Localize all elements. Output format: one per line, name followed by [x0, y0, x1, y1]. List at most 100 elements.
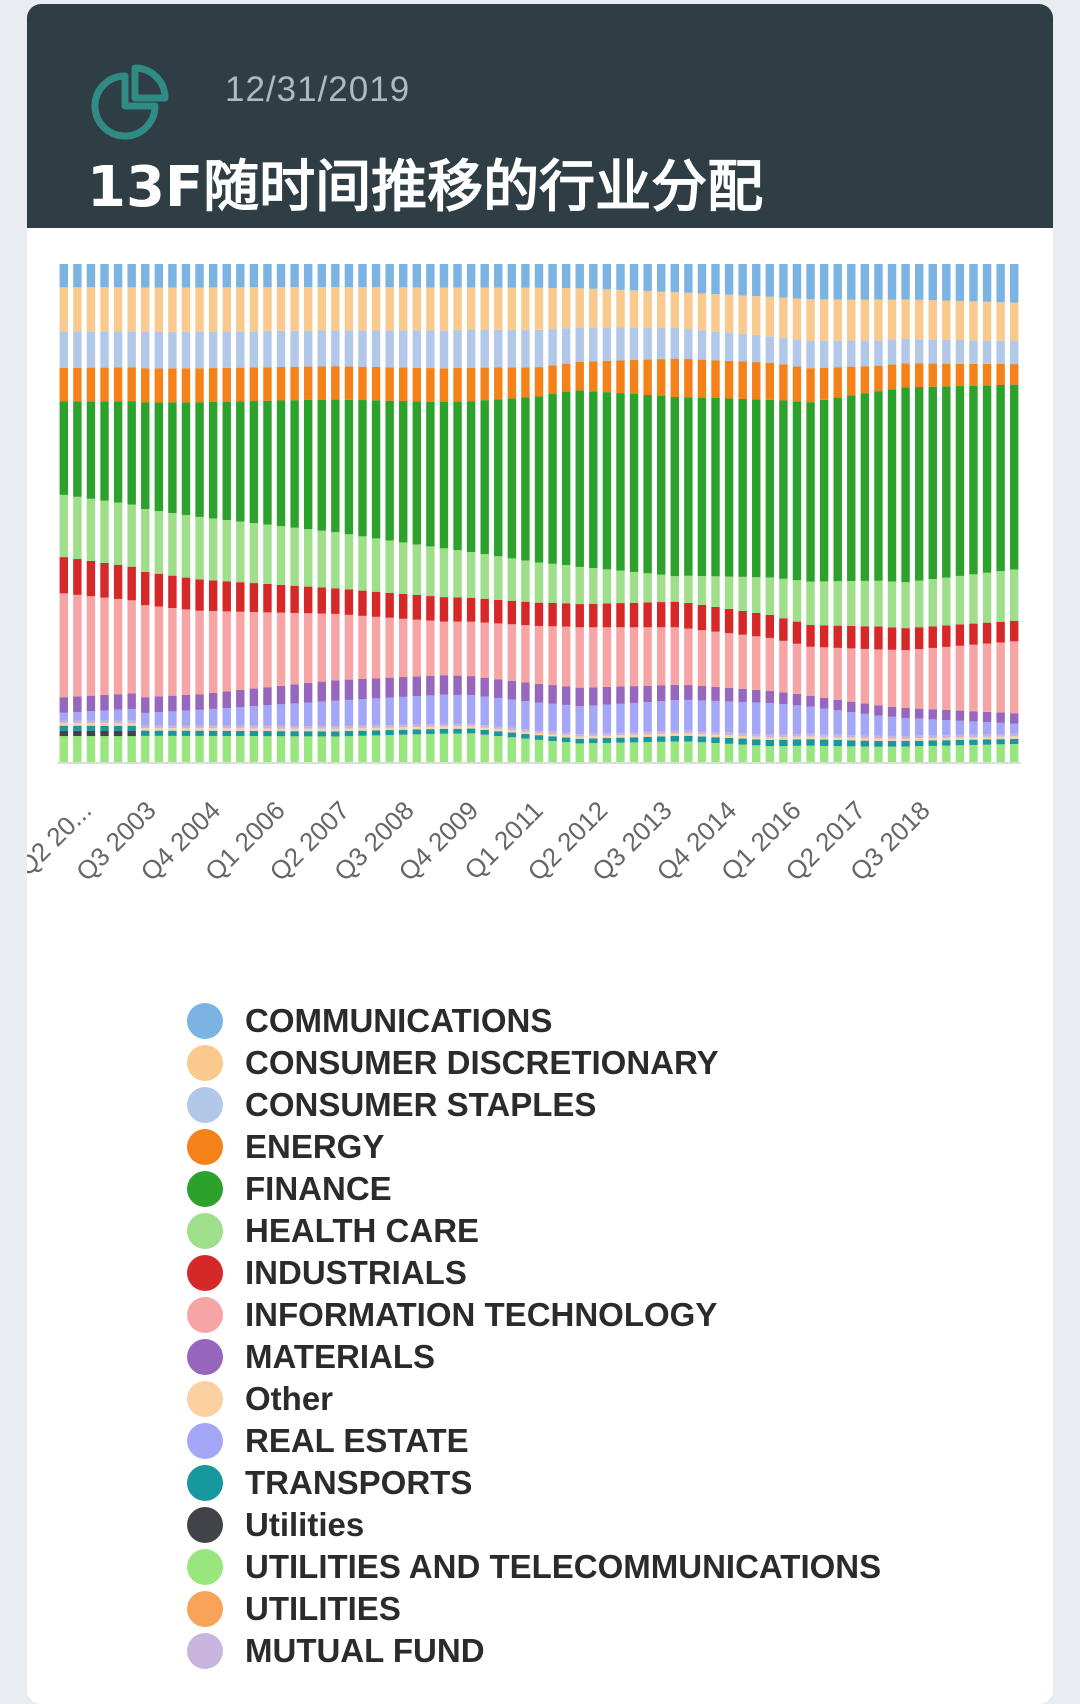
bar-segment-transports[interactable] — [860, 740, 870, 747]
bar-segment-health-care[interactable] — [208, 518, 218, 581]
bar-segment-materials[interactable] — [521, 682, 530, 702]
bar-segment-finance[interactable] — [969, 385, 978, 575]
bar-segment-other[interactable] — [792, 736, 802, 740]
bar-segment-real-estate[interactable] — [779, 704, 788, 735]
bar-segment-utilities[interactable] — [59, 730, 68, 737]
bar-segment-industrials[interactable] — [439, 597, 449, 622]
bar-segment-transports[interactable] — [385, 730, 394, 736]
bar-segment-utilities-and-telecommunications[interactable] — [643, 742, 652, 762]
bar-segment-consumer-staples[interactable] — [901, 338, 910, 364]
bar-segment-mutual-fund[interactable] — [344, 725, 354, 729]
bar-segment-utilities-and-telecommunications[interactable] — [113, 736, 123, 762]
bar-segment-materials[interactable] — [602, 686, 612, 705]
bar-segment-industrials[interactable] — [494, 599, 503, 624]
bar-segment-utilities-and-telecommunications[interactable] — [901, 746, 910, 762]
bar-segment-energy[interactable] — [860, 366, 870, 394]
bar-segment-health-care[interactable] — [629, 571, 639, 603]
bar-segment-energy[interactable] — [656, 359, 666, 396]
bar-segment-mutual-fund[interactable] — [901, 735, 910, 739]
bar-segment-finance[interactable] — [86, 401, 96, 499]
bar-segment-transports[interactable] — [399, 729, 408, 735]
bar-segment-information-technology[interactable] — [412, 619, 422, 677]
bar-segment-mutual-fund[interactable] — [819, 734, 829, 737]
bar-segment-information-technology[interactable] — [575, 627, 584, 688]
bar-segment-finance[interactable] — [1010, 384, 1019, 570]
bar-segment-consumer-discretionary[interactable] — [738, 295, 747, 334]
bar-segment-communications[interactable] — [303, 264, 313, 288]
bar-segment-health-care[interactable] — [507, 558, 517, 601]
bar-segment-finance[interactable] — [670, 397, 679, 577]
bar-segment-utilities-and-telecommunications[interactable] — [534, 739, 544, 762]
bar-segment-energy[interactable] — [263, 367, 272, 401]
bar-segment-communications[interactable] — [439, 264, 449, 288]
bar-segment-finance[interactable] — [914, 387, 924, 581]
bar-segment-finance[interactable] — [656, 396, 666, 575]
bar-segment-materials[interactable] — [847, 701, 856, 713]
bar-segment-communications[interactable] — [738, 264, 747, 296]
bar-segment-mutual-fund[interactable] — [73, 720, 82, 724]
bar-segment-industrials[interactable] — [222, 581, 231, 612]
bar-segment-transports[interactable] — [561, 737, 571, 743]
bar-segment-transports[interactable] — [263, 731, 272, 737]
bar-segment-real-estate[interactable] — [792, 705, 802, 735]
bar-segment-other[interactable] — [819, 736, 829, 740]
bar-segment-utilities-and-telecommunications[interactable] — [236, 736, 245, 762]
bar-segment-information-technology[interactable] — [439, 621, 449, 676]
bar-segment-transports[interactable] — [887, 740, 897, 747]
bar-segment-energy[interactable] — [73, 367, 82, 402]
bar-segment-industrials[interactable] — [453, 597, 462, 622]
bar-segment-industrials[interactable] — [113, 564, 123, 599]
bar-segment-energy[interactable] — [100, 367, 109, 402]
bar-segment-finance[interactable] — [303, 399, 313, 530]
bar-segment-transports[interactable] — [208, 730, 218, 736]
bar-segment-industrials[interactable] — [168, 575, 177, 608]
bar-segment-materials[interactable] — [833, 699, 842, 711]
bar-segment-information-technology[interactable] — [833, 647, 842, 700]
bar-segment-finance[interactable] — [996, 385, 1005, 572]
bar-segment-mutual-fund[interactable] — [276, 725, 286, 729]
bar-segment-real-estate[interactable] — [358, 699, 367, 726]
bar-segment-materials[interactable] — [494, 679, 503, 699]
bar-segment-health-care[interactable] — [1010, 569, 1019, 621]
bar-segment-communications[interactable] — [113, 264, 123, 288]
bar-segment-real-estate[interactable] — [697, 700, 707, 732]
bar-segment-information-technology[interactable] — [453, 621, 462, 676]
bar-segment-communications[interactable] — [263, 264, 272, 288]
bar-segment-other[interactable] — [385, 727, 394, 731]
bar-segment-communications[interactable] — [480, 264, 489, 288]
bar-segment-consumer-staples[interactable] — [154, 331, 164, 369]
bar-segment-industrials[interactable] — [86, 560, 96, 597]
bar-segment-real-estate[interactable] — [426, 695, 435, 725]
bar-segment-industrials[interactable] — [534, 602, 544, 626]
bar-segment-materials[interactable] — [290, 684, 299, 704]
bar-segment-energy[interactable] — [303, 366, 313, 400]
bar-segment-industrials[interactable] — [236, 582, 245, 612]
bar-segment-other[interactable] — [86, 723, 96, 726]
bar-segment-health-care[interactable] — [100, 500, 109, 563]
bar-segment-consumer-discretionary[interactable] — [59, 287, 68, 332]
bar-segment-transports[interactable] — [453, 728, 462, 734]
bar-segment-real-estate[interactable] — [819, 708, 829, 735]
bar-segment-transports[interactable] — [738, 738, 747, 745]
bar-segment-mutual-fund[interactable] — [656, 731, 666, 734]
bar-segment-real-estate[interactable] — [656, 701, 666, 732]
bar-segment-finance[interactable] — [616, 393, 625, 571]
bar-segment-consumer-discretionary[interactable] — [507, 287, 517, 330]
bar-segment-real-estate[interactable] — [222, 707, 231, 726]
bar-segment-consumer-staples[interactable] — [195, 331, 204, 369]
bar-segment-energy[interactable] — [942, 363, 951, 387]
bar-segment-energy[interactable] — [806, 368, 815, 403]
bar-segment-information-technology[interactable] — [643, 627, 652, 686]
bar-segment-transports[interactable] — [656, 736, 666, 742]
bar-segment-materials[interactable] — [263, 687, 272, 706]
bar-segment-mutual-fund[interactable] — [371, 725, 381, 728]
bar-segment-mutual-fund[interactable] — [263, 725, 272, 729]
bar-segment-consumer-discretionary[interactable] — [616, 289, 625, 328]
bar-segment-finance[interactable] — [860, 393, 870, 581]
bar-segment-utilities-and-telecommunications[interactable] — [656, 741, 666, 762]
bar-segment-mutual-fund[interactable] — [208, 725, 218, 729]
bar-segment-utilities[interactable] — [86, 730, 96, 737]
bar-segment-industrials[interactable] — [399, 593, 408, 619]
bar-segment-communications[interactable] — [874, 264, 883, 300]
bar-segment-industrials[interactable] — [792, 621, 802, 644]
